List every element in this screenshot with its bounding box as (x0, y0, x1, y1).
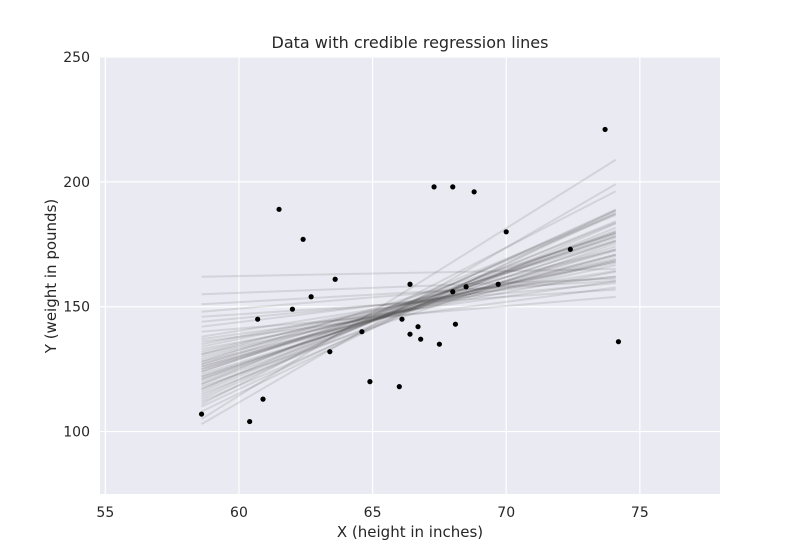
data-point (396, 384, 402, 390)
regression-line (201, 268, 616, 278)
y-axis-ticks: 100 150 200 250 (63, 50, 90, 441)
data-point (308, 294, 314, 300)
regression-line (201, 212, 617, 408)
regression-line (201, 235, 617, 373)
data-point (332, 276, 338, 282)
regression-line (201, 236, 617, 371)
data-point (415, 324, 421, 330)
regression-line (201, 288, 616, 318)
data-point (431, 184, 437, 190)
regression-line (201, 232, 617, 386)
regression-line (201, 260, 616, 348)
regression-line (201, 226, 617, 396)
regression-line (201, 295, 616, 333)
regression-line (201, 231, 617, 373)
regression-line (201, 190, 617, 405)
regression-line (201, 248, 617, 356)
data-point (300, 236, 306, 242)
data-point (367, 379, 373, 385)
regression-line (201, 220, 617, 393)
regression-line (201, 258, 617, 358)
regression-line (201, 260, 617, 363)
regression-line (201, 209, 617, 398)
data-point (602, 126, 608, 133)
x-tick-label: 70 (497, 505, 515, 521)
regression-line (201, 257, 616, 353)
data-point (503, 229, 509, 235)
regression-line (201, 221, 617, 391)
data-point (436, 341, 442, 347)
regression-line (201, 261, 616, 346)
data-point (276, 206, 282, 212)
data-point (450, 184, 456, 190)
x-tick-label: 55 (96, 505, 114, 521)
data-point (567, 246, 573, 252)
x-tick-label: 60 (230, 505, 248, 521)
data-point (399, 316, 405, 322)
y-axis-label: Y (weight in pounds) (42, 199, 60, 354)
regression-line (201, 208, 617, 401)
regression-line (201, 234, 617, 381)
regression-line (201, 183, 617, 425)
data-point (615, 339, 622, 345)
regression-line (201, 253, 617, 368)
data-point (471, 189, 477, 195)
grid-lines (100, 56, 720, 494)
data-point (327, 349, 333, 355)
regression-line (201, 264, 616, 356)
data-point (247, 418, 253, 425)
data-points (198, 126, 622, 425)
data-point (255, 316, 261, 322)
data-point (198, 411, 205, 417)
y-tick-label: 150 (63, 300, 90, 316)
regression-line (201, 280, 616, 341)
regression-line (201, 212, 617, 386)
x-axis-label: X (height in inches) (337, 523, 483, 541)
y-tick-label: 200 (63, 175, 90, 191)
regression-line (201, 254, 617, 366)
regression-line (201, 279, 616, 306)
data-point (452, 321, 459, 327)
regression-line (201, 240, 617, 378)
x-tick-label: 65 (364, 505, 382, 521)
x-tick-label: 75 (631, 505, 649, 521)
data-point (359, 329, 365, 335)
regression-line (201, 275, 616, 328)
regression-line (201, 249, 617, 368)
regression-line (201, 242, 617, 388)
data-point (463, 284, 469, 290)
regression-line (201, 277, 616, 296)
regression-line (201, 270, 616, 351)
y-tick-label: 100 (63, 425, 90, 441)
data-point (289, 306, 296, 312)
data-point (495, 281, 501, 287)
regression-line (201, 245, 617, 376)
regression-line (201, 253, 617, 361)
regression-line (201, 248, 617, 371)
regression-line (201, 286, 616, 343)
data-point (418, 336, 424, 342)
regression-line (201, 269, 616, 338)
plot-area (100, 57, 720, 494)
regression-line (201, 158, 617, 420)
regression-line (201, 232, 617, 363)
regression-line (201, 229, 617, 383)
data-point (450, 289, 456, 295)
regression-line (201, 214, 617, 391)
chart-title: Data with credible regression lines (272, 33, 549, 52)
regression-line (201, 231, 617, 381)
x-axis-ticks: 55 60 65 70 75 (96, 505, 648, 521)
regression-line (201, 222, 617, 403)
regression-line (201, 239, 617, 366)
y-tick-label: 250 (63, 50, 90, 66)
regression-line (201, 275, 616, 313)
data-point (407, 281, 413, 287)
regression-line (201, 209, 617, 413)
regression-line (201, 240, 617, 378)
regression-line (201, 281, 616, 323)
regression-lines (201, 158, 617, 425)
data-point (260, 396, 266, 402)
data-point (407, 331, 413, 337)
